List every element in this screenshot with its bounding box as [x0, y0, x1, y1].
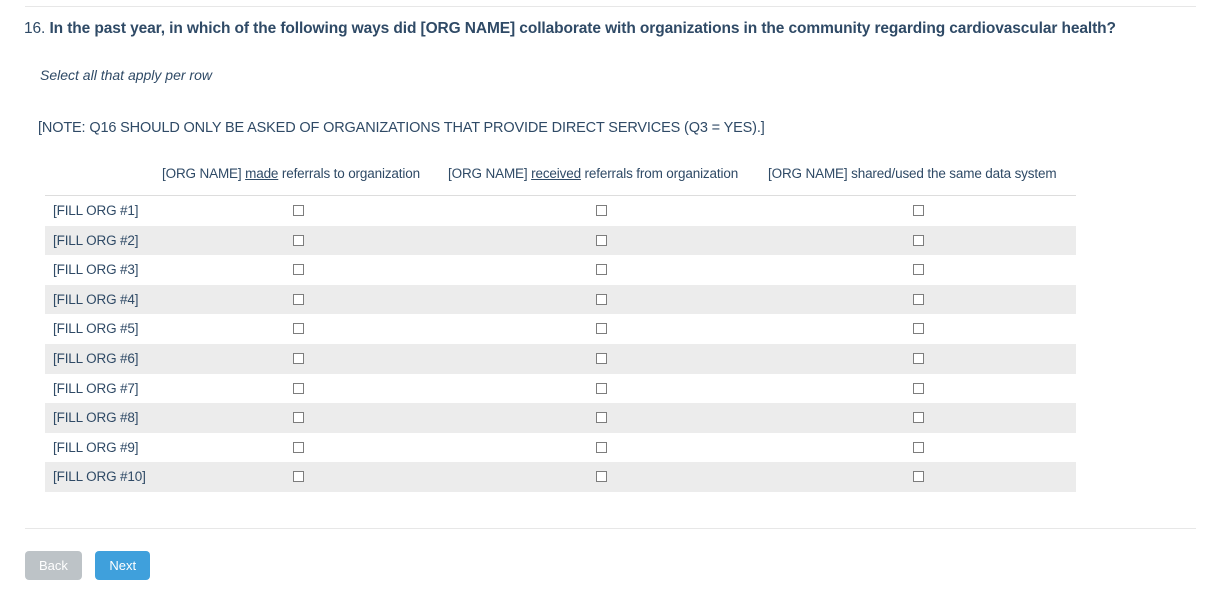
table-row: [FILL ORG #10] — [45, 462, 1076, 492]
checkbox-made-referrals[interactable] — [293, 323, 304, 335]
checkbox-received-referrals[interactable] — [596, 323, 607, 335]
column-header-received-referrals: [ORG NAME] received referrals from organ… — [448, 166, 738, 181]
row-label: [FILL ORG #6] — [53, 350, 139, 366]
table-row: [FILL ORG #6] — [45, 343, 1076, 374]
row-label: [FILL ORG #2] — [53, 232, 139, 248]
checkbox-shared-data-system[interactable] — [913, 382, 924, 394]
checkbox-shared-data-system[interactable] — [913, 441, 924, 453]
column-header-1-suffix: referrals to organization — [278, 166, 420, 181]
checkbox-shared-data-system[interactable] — [913, 323, 924, 335]
table-row: [FILL ORG #2] — [45, 225, 1076, 256]
table-row: [FILL ORG #7] — [45, 373, 1076, 404]
checkbox-received-referrals[interactable] — [596, 293, 607, 305]
row-label: [FILL ORG #10] — [53, 469, 146, 485]
table-row: [FILL ORG #5] — [45, 314, 1076, 344]
question-number: 16. — [24, 20, 46, 37]
top-divider — [25, 6, 1196, 7]
checkbox-made-referrals[interactable] — [293, 412, 304, 424]
checkbox-shared-data-system[interactable] — [913, 234, 924, 246]
navigation-buttons: Back Next — [25, 551, 151, 580]
checkbox-made-referrals[interactable] — [293, 234, 304, 246]
row-label: [FILL ORG #7] — [53, 380, 139, 396]
checkbox-made-referrals[interactable] — [293, 205, 304, 216]
programmer-note: [NOTE: Q16 SHOULD ONLY BE ASKED OF ORGAN… — [38, 120, 765, 136]
checkbox-shared-data-system[interactable] — [913, 471, 924, 483]
checkbox-shared-data-system[interactable] — [913, 412, 924, 424]
column-header-shared-data-system: [ORG NAME] shared/used the same data sys… — [768, 166, 1057, 181]
bottom-divider — [25, 528, 1196, 529]
row-label: [FILL ORG #1] — [53, 203, 139, 218]
matrix-header-row: [ORG NAME] made referrals to organizatio… — [45, 166, 1076, 196]
checkbox-shared-data-system[interactable] — [913, 293, 924, 305]
row-label: [FILL ORG #3] — [53, 262, 139, 278]
question-heading: 16. In the past year, in which of the fo… — [24, 20, 1184, 38]
checkbox-received-referrals[interactable] — [596, 264, 607, 276]
checkbox-shared-data-system[interactable] — [913, 352, 924, 364]
column-header-2-suffix: referrals from organization — [580, 166, 739, 181]
checkbox-shared-data-system[interactable] — [913, 205, 924, 216]
row-label: [FILL ORG #9] — [53, 439, 139, 455]
checkbox-made-referrals[interactable] — [293, 352, 304, 364]
row-label: [FILL ORG #5] — [53, 321, 139, 337]
select-instruction: Select all that apply per row — [40, 67, 212, 83]
column-header-2-emphasis: received — [531, 166, 581, 181]
checkbox-made-referrals[interactable] — [293, 382, 304, 394]
checkbox-made-referrals[interactable] — [293, 264, 304, 276]
checkbox-received-referrals[interactable] — [596, 352, 607, 364]
checkbox-made-referrals[interactable] — [293, 441, 304, 453]
checkbox-received-referrals[interactable] — [596, 471, 607, 483]
question-text: In the past year, in which of the follow… — [49, 20, 1116, 37]
checkbox-received-referrals[interactable] — [596, 412, 607, 424]
column-header-1-emphasis: made — [245, 166, 279, 181]
row-label: [FILL ORG #8] — [53, 410, 139, 426]
table-row: [FILL ORG #3] — [45, 255, 1076, 285]
column-header-2-prefix: [ORG NAME] — [448, 166, 532, 181]
table-row: [FILL ORG #1] — [45, 196, 1076, 226]
checkbox-received-referrals[interactable] — [596, 234, 607, 246]
checkbox-received-referrals[interactable] — [596, 382, 607, 394]
column-header-made-referrals: [ORG NAME] made referrals to organizatio… — [162, 166, 420, 181]
checkbox-made-referrals[interactable] — [293, 293, 304, 305]
checkbox-received-referrals[interactable] — [596, 441, 607, 453]
checkbox-received-referrals[interactable] — [596, 205, 607, 216]
back-button[interactable]: Back — [25, 551, 82, 580]
checkbox-shared-data-system[interactable] — [913, 264, 924, 276]
checkbox-made-referrals[interactable] — [293, 471, 304, 483]
table-row: [FILL ORG #9] — [45, 432, 1076, 463]
table-row: [FILL ORG #4] — [45, 284, 1076, 315]
column-header-1-prefix: [ORG NAME] — [162, 166, 246, 181]
row-label: [FILL ORG #4] — [53, 291, 139, 307]
table-row: [FILL ORG #8] — [45, 403, 1076, 433]
next-button[interactable]: Next — [95, 551, 151, 580]
column-header-3-prefix: [ORG NAME] shared/used the same data sys… — [768, 166, 1057, 181]
collaboration-matrix: [ORG NAME] made referrals to organizatio… — [45, 166, 1076, 492]
